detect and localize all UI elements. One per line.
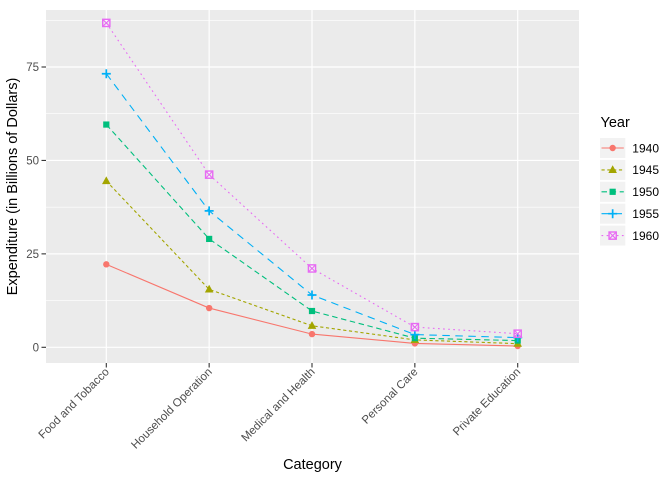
x-tick-label: Personal Care [360,366,420,426]
legend-entry-1950: 1950 [600,181,659,202]
x-tick-label: Private Education [451,366,523,438]
legend-label: 1945 [632,163,659,177]
point-square-cross-box [608,231,617,240]
point-circle [609,144,616,152]
legend: 1940 1945 1950 1955 1960 [600,138,659,246]
point-square-cross [608,231,617,240]
point-plus [204,206,214,216]
point-triangle [102,176,111,185]
point-square-cross-box [307,264,317,273]
x-tick-label: Medical and Health [240,366,318,444]
point-square-cross [204,170,214,179]
x-axis-title: Category [283,457,343,473]
point-square-cross [307,264,317,273]
point-square [206,235,213,243]
point-plus [101,69,111,79]
series-line-1950 [105,124,518,342]
point-square-cross-x [513,329,522,338]
y-tick-label: 75 [26,62,39,74]
legend-label: 1955 [632,207,659,221]
point-square-cross [101,18,111,28]
y-tick-label: 25 [26,249,39,261]
series-1960 [101,18,522,338]
point-square-cross [410,322,420,332]
point-square-cross-box [410,322,420,332]
point-circle [103,261,110,268]
y-axis-title: Expenditure (in Billions of Dollars) [5,78,21,296]
legend-title: Year [601,115,630,131]
point-square-cross-x [102,18,111,27]
point-plus [608,209,618,219]
legend-label: 1940 [632,141,659,155]
point-square-cross-x [308,264,316,273]
point-plus [410,330,420,340]
point-square-cross-box [513,329,522,338]
legend-entry-1960: 1960 [600,225,659,246]
point-square-cross-box [101,18,111,28]
point-square [308,307,316,315]
point-circle [308,330,316,338]
chart-generated: 0 25 50 75 Food and Tobacco Household Operati… [26,10,659,451]
point-square [103,121,110,128]
point-triangle [307,321,317,329]
point-square-cross-x [410,323,419,332]
x-tick-label: Food and Tobacco [37,366,112,441]
legend-entry-1945: 1945 [600,159,659,180]
legend-label: 1960 [632,229,659,243]
x-tick-label: Household Operation [129,366,214,451]
point-square [609,188,616,195]
point-circle [205,304,213,312]
point-plus [307,290,317,300]
point-square-cross [513,329,522,338]
point-triangle [204,284,214,293]
point-square-cross-x [608,231,617,240]
series-line-1945 [105,180,518,345]
y-tick-label: 50 [26,155,39,167]
legend-entry-1955: 1955 [600,203,659,224]
point-triangle [608,165,617,173]
series-1955 [101,69,523,343]
legend-label: 1950 [632,185,659,199]
legend-entry-1940: 1940 [600,138,659,158]
point-square-cross-x [205,170,214,179]
point-square-cross-box [204,170,214,179]
y-tick-label: 0 [33,342,39,354]
